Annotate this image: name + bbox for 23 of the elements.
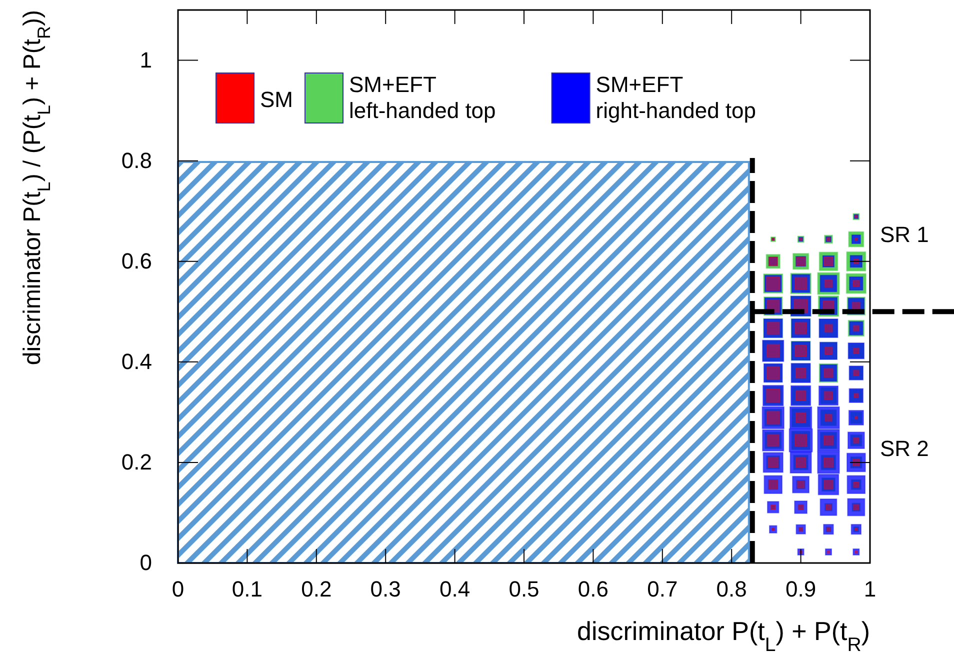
x-tick-label: 1 bbox=[864, 576, 876, 602]
x-tick-label: 0.1 bbox=[232, 576, 262, 602]
x-tick-label: 0.3 bbox=[370, 576, 401, 602]
x-tick-label: 0.2 bbox=[301, 576, 332, 602]
x-tick-label: 0.6 bbox=[578, 576, 608, 602]
legend-label: SM+EFT right-handed top bbox=[596, 72, 756, 123]
legend-label: SM+EFT left-handed top bbox=[349, 72, 496, 123]
text: SR 2 bbox=[880, 436, 929, 461]
x-axis-title: discriminator P(t$_{L}$) + P(t$_{R}$) bbox=[577, 616, 870, 656]
x-tick-label: 0.9 bbox=[786, 576, 816, 602]
x-tick-label: 0.7 bbox=[647, 576, 678, 602]
x-tick-label: 0.5 bbox=[508, 576, 540, 602]
y-tick-label: 0.4 bbox=[121, 348, 152, 374]
y-tick-label: 0.2 bbox=[121, 449, 152, 474]
x-tick-label: 0.4 bbox=[440, 576, 470, 602]
text: SR 1 bbox=[880, 222, 929, 248]
x-tick-label: 0.8 bbox=[716, 576, 747, 602]
legend-label: SM bbox=[260, 87, 293, 112]
y-tick-label: 0.6 bbox=[121, 248, 152, 274]
y-tick-label: 1 bbox=[140, 47, 152, 72]
x-tick-label: 0 bbox=[172, 576, 184, 602]
y-tick-label: 0.8 bbox=[121, 148, 152, 173]
y-tick-label: 0 bbox=[140, 550, 152, 576]
